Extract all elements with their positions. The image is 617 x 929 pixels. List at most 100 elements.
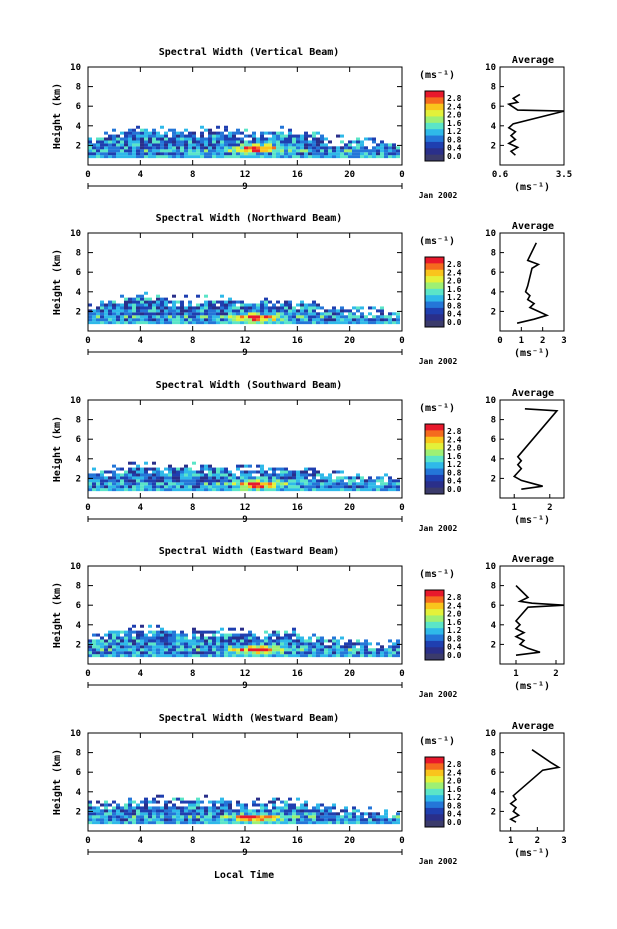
heatmap-cell [160, 636, 164, 640]
heatmap-cell [156, 815, 160, 819]
heatmap-cell [276, 645, 280, 649]
heatmap-cell [300, 806, 304, 810]
heatmap-cell [360, 648, 364, 652]
heatmap-cell [244, 149, 248, 153]
heatmap-cell [104, 815, 108, 819]
average-frame [499, 232, 565, 332]
heatmap-cell [128, 137, 132, 141]
heatmap-cell [376, 479, 380, 483]
heatmap-cell [332, 642, 336, 646]
heatmap-cell [260, 642, 264, 646]
panel-title: Spectral Width (Westward Beam) [159, 712, 340, 724]
heatmap-cell [252, 146, 256, 150]
heatmap-cell [164, 321, 168, 325]
heatmap-cell [360, 645, 364, 649]
heatmap-cell [292, 479, 296, 483]
day-label: 9 [242, 681, 247, 691]
heatmap-cell [164, 645, 168, 649]
colorbar-tick-label: 2.0 [447, 111, 462, 120]
heatmap-cell [388, 651, 392, 655]
heatmap-cell [332, 803, 336, 807]
heatmap-cell [104, 651, 108, 655]
heatmap-cell [156, 149, 160, 153]
heatmap-cell [100, 143, 104, 147]
heatmap-cell [296, 312, 300, 316]
heatmap-cell [184, 470, 188, 474]
heatmap-cell [160, 482, 164, 486]
avg-y-tick-label: 10 [485, 729, 496, 739]
heatmap-cell [248, 488, 252, 492]
colorbar-tick-label: 1.2 [447, 293, 462, 302]
heatmap-cell [92, 149, 96, 153]
heatmap-cell [92, 485, 96, 489]
heatmap-cell [284, 815, 288, 819]
heatmap-cell [204, 315, 208, 319]
heatmap-cell [340, 809, 344, 813]
heatmap-cell [392, 479, 396, 483]
heatmap-cell [248, 630, 252, 634]
y-tick-label: 4 [76, 788, 82, 798]
heatmap-cell [172, 303, 176, 307]
heatmap-cell [280, 309, 284, 313]
heatmap-cell [276, 797, 280, 801]
heatmap-cell [236, 131, 240, 135]
avg-y-tick-label: 4 [491, 122, 497, 132]
heatmap-cell [200, 639, 204, 643]
heatmap-cell [120, 143, 124, 147]
heatmap-cell [168, 321, 172, 325]
heatmap-cell [160, 134, 164, 138]
colorbar-tick-label: 1.6 [447, 285, 462, 294]
heatmap-cell [324, 648, 328, 652]
heatmap-cell [288, 140, 292, 144]
heatmap-cell [304, 152, 308, 156]
heatmap-cell [136, 821, 140, 825]
average-frame [499, 565, 565, 665]
heatmap-cell [300, 306, 304, 310]
heatmap-cell [256, 303, 260, 307]
heatmap-cell [212, 155, 216, 159]
heatmap-cell [164, 809, 168, 813]
heatmap-cell [292, 473, 296, 477]
heatmap-cell [340, 470, 344, 474]
heatmap-cell [140, 300, 144, 304]
heatmap-cell [228, 134, 232, 138]
heatmap-cell [272, 131, 276, 135]
heatmap-cell [264, 131, 268, 135]
heatmap-cell [108, 152, 112, 156]
colorbar-swatch [425, 795, 444, 803]
heatmap-cell [352, 155, 356, 159]
heatmap-cell [100, 809, 104, 813]
heatmap-cell [260, 476, 264, 480]
heatmap-cell [300, 312, 304, 316]
heatmap-cell [208, 467, 212, 471]
heatmap-cell [160, 297, 164, 301]
heatmap-cell [96, 651, 100, 655]
heatmap-cell [180, 800, 184, 804]
heatmap-cell [220, 627, 224, 631]
heatmap-cell [244, 803, 248, 807]
heatmap-cell [148, 146, 152, 150]
heatmap-cell [92, 467, 96, 471]
heatmap-cell [176, 648, 180, 652]
heatmap-cell [104, 315, 108, 319]
heatmap-cell [120, 318, 124, 322]
heatmap-cell [184, 800, 188, 804]
heatmap-cell [344, 149, 348, 153]
heatmap-cell [328, 315, 332, 319]
heatmap-cell [108, 155, 112, 159]
heatmap-cell [396, 485, 400, 489]
heatmap-cell [196, 654, 200, 658]
heatmap-cell [116, 642, 120, 646]
heatmap-cell [308, 467, 312, 471]
avg-y-tick-label: 10 [485, 63, 496, 73]
heatmap-cell [216, 155, 220, 159]
colorbar-swatch [425, 301, 444, 309]
heatmap-cell [132, 306, 136, 310]
heatmap-cell [132, 470, 136, 474]
heatmap-cell [112, 630, 116, 634]
colorbar-tick-label: 0.0 [447, 318, 462, 327]
heatmap-cell [160, 639, 164, 643]
heatmap-cell [292, 488, 296, 492]
heatmap-cell [284, 321, 288, 325]
